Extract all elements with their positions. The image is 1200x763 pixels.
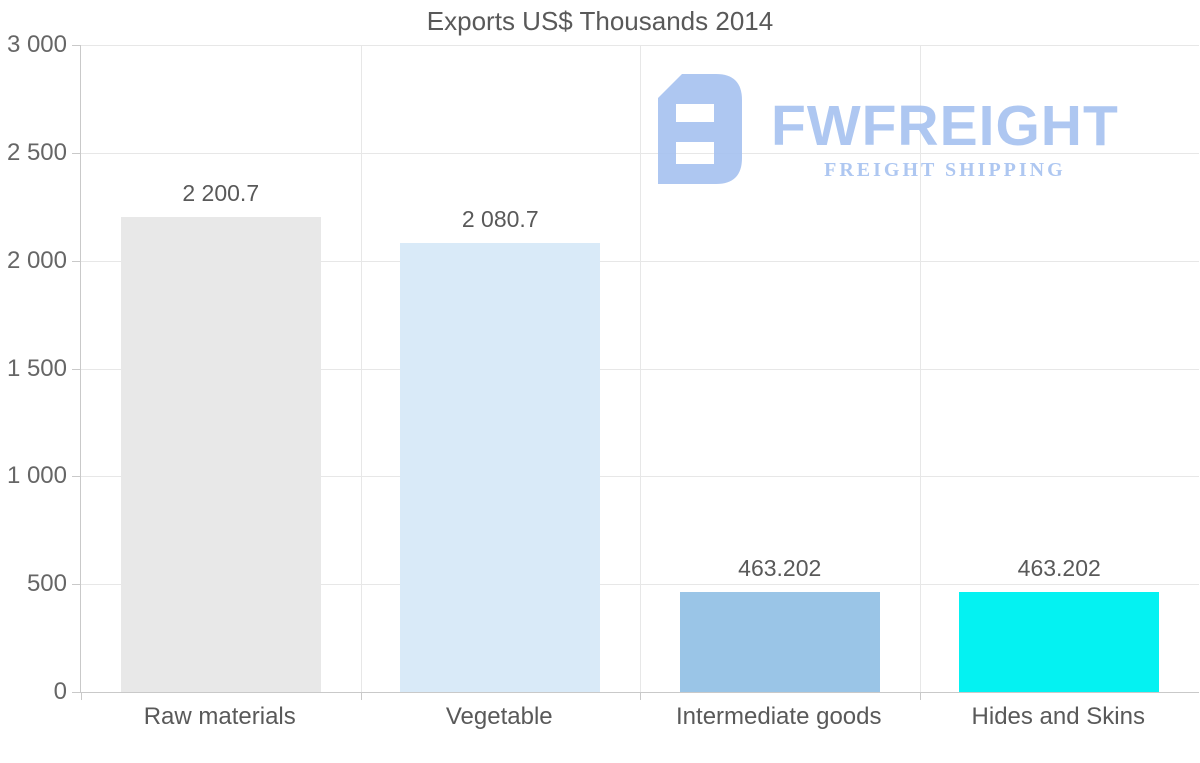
brand-watermark: FWFREIGHT FREIGHT SHIPPING <box>648 68 1119 185</box>
bar-intermediate-goods <box>679 592 880 692</box>
bar-value-label: 2 200.7 <box>182 180 260 207</box>
x-axis-tick <box>919 692 921 700</box>
brand-text-block: FWFREIGHT FREIGHT SHIPPING <box>771 98 1119 185</box>
y-axis-tick <box>72 692 80 693</box>
y-tick-label: 500 <box>26 570 67 598</box>
gridline-vertical <box>640 45 641 692</box>
y-tick-label: 1 000 <box>6 462 67 490</box>
bar-vegetable <box>400 243 601 692</box>
x-axis-tick <box>81 692 82 700</box>
x-axis-labels: Raw materials Vegetable Intermediate goods… <box>80 703 1198 743</box>
x-category-label: Hides and Skins <box>971 703 1145 730</box>
y-axis-tick <box>72 368 80 370</box>
brand-name: FWFREIGHT <box>771 94 1119 158</box>
gridline-vertical <box>919 45 921 692</box>
bar-value-label: 2 080.7 <box>461 206 539 233</box>
fwfreight-logo-icon <box>658 74 742 184</box>
chart-title: Exports US$ Thousands 2014 <box>426 6 774 36</box>
y-axis-tick <box>72 476 80 478</box>
brand-tagline: FREIGHT SHIPPING <box>824 159 1066 181</box>
y-axis-tick <box>72 260 80 262</box>
y-tick-label: 3 000 <box>6 31 67 58</box>
bar-value-label: 463.202 <box>1017 555 1101 582</box>
bar-value-label: 463.202 <box>738 555 822 582</box>
plot-area: 2 200.7 2 080.7 463.202 463.202 <box>72 45 1199 700</box>
bar-hides-and-skins <box>959 592 1160 692</box>
y-axis-labels: 3 000 2 500 2 000 1 500 1 000 500 0 <box>0 0 70 763</box>
x-axis-tick <box>360 692 362 700</box>
y-tick-label: 2 500 <box>6 138 67 166</box>
y-tick-label: 1 500 <box>6 354 67 382</box>
x-category-label: Vegetable <box>445 703 553 730</box>
y-tick-label: 0 <box>53 678 67 705</box>
gridline-vertical <box>360 45 362 692</box>
x-axis-tick <box>640 692 641 700</box>
y-axis-tick <box>72 584 80 586</box>
x-category-label: Intermediate goods <box>676 703 882 730</box>
y-tick-label: 2 000 <box>6 246 67 274</box>
y-axis-tick <box>72 152 80 154</box>
x-category-label: Raw materials <box>143 703 296 730</box>
bar-raw-materials <box>120 217 321 692</box>
y-axis-tick <box>72 45 80 46</box>
